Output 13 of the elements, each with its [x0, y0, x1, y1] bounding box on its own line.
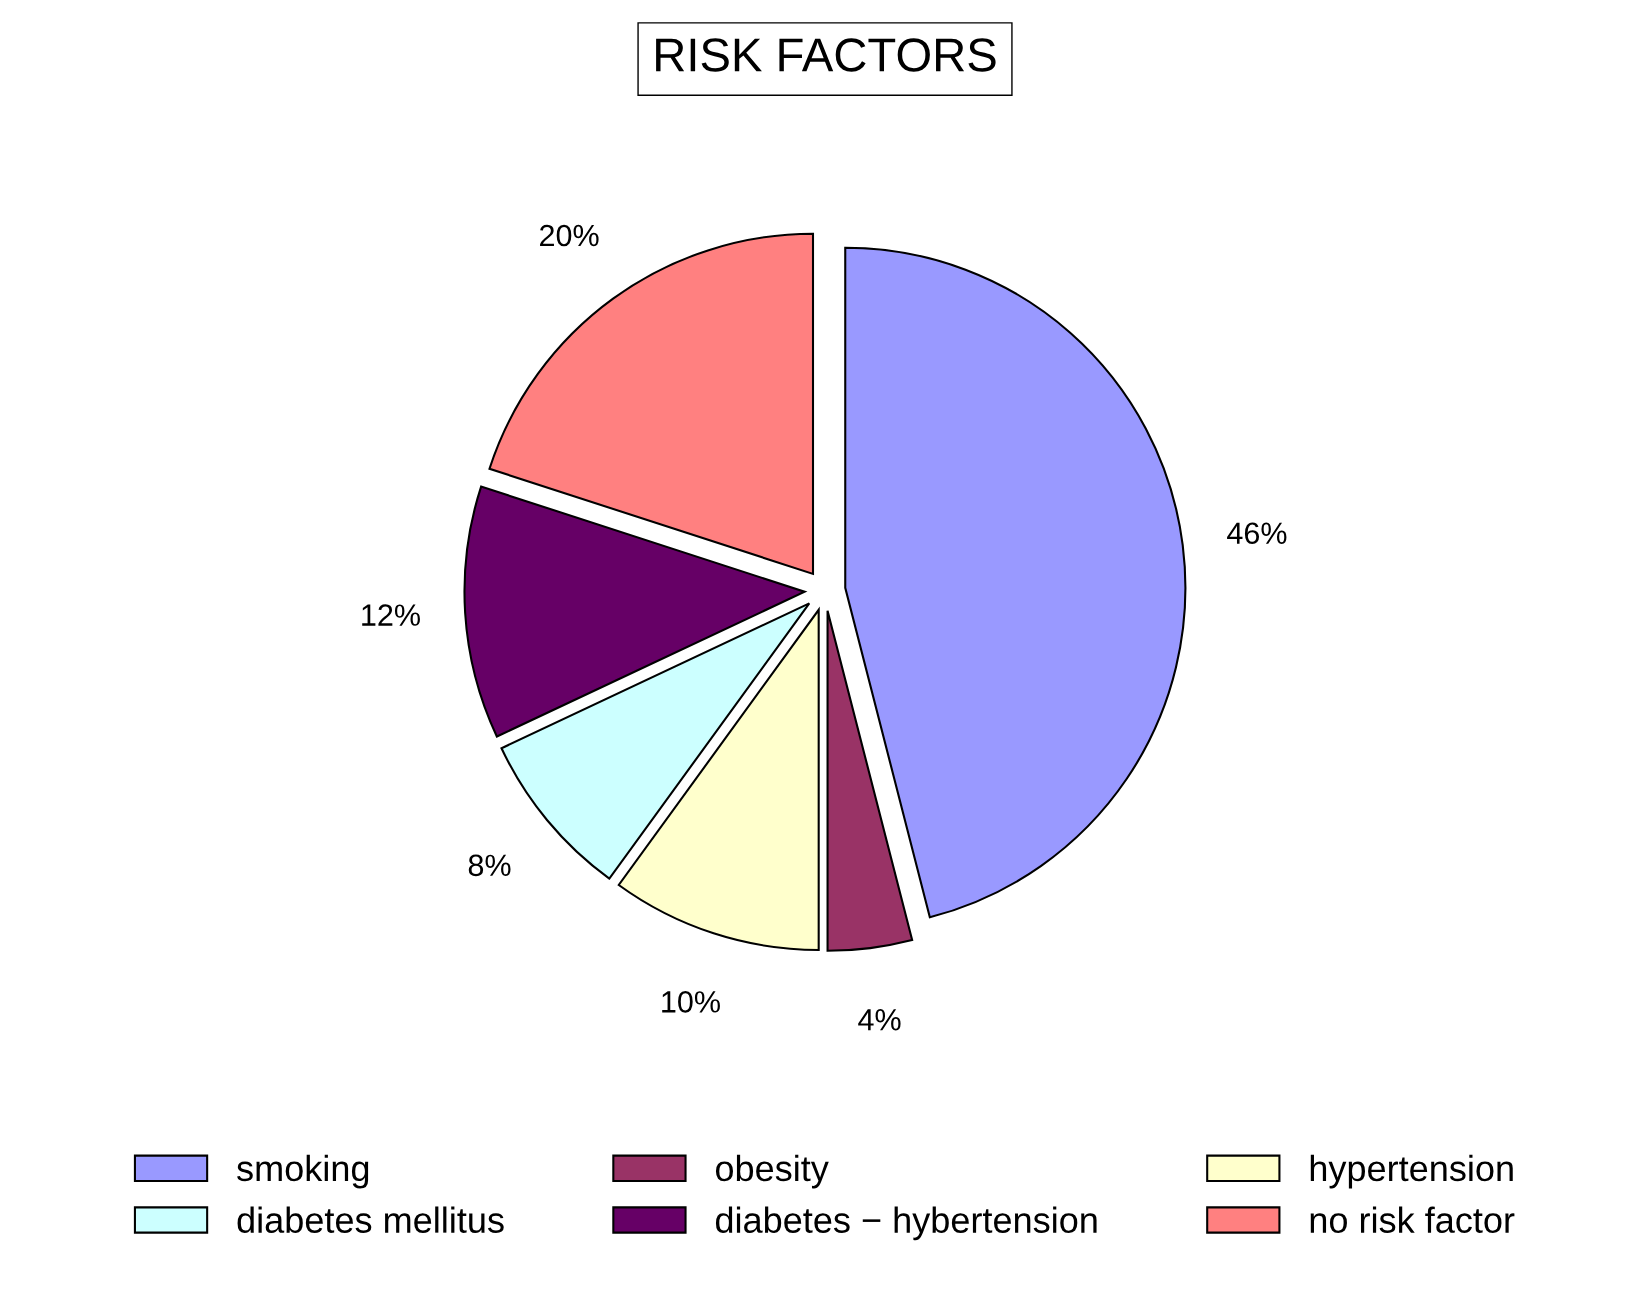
- legend-label: smoking: [237, 1154, 369, 1189]
- data-label: 10%: [662, 991, 720, 1013]
- data-label: 46%: [1227, 522, 1287, 545]
- data-label: 8%: [468, 854, 511, 877]
- data-label: 20%: [540, 224, 599, 247]
- legend-label: diabetes − hybertension: [715, 1206, 1097, 1241]
- data-label: 4%: [858, 1009, 901, 1031]
- legend-label: no risk factor: [1310, 1206, 1515, 1233]
- legend-label: diabetes mellitus: [237, 1206, 504, 1233]
- legend-label: hypertension: [1310, 1154, 1513, 1189]
- data-label: 12%: [362, 604, 420, 626]
- chart-title: RISK FACTORS: [656, 38, 996, 72]
- legend-label: obesity: [715, 1154, 829, 1189]
